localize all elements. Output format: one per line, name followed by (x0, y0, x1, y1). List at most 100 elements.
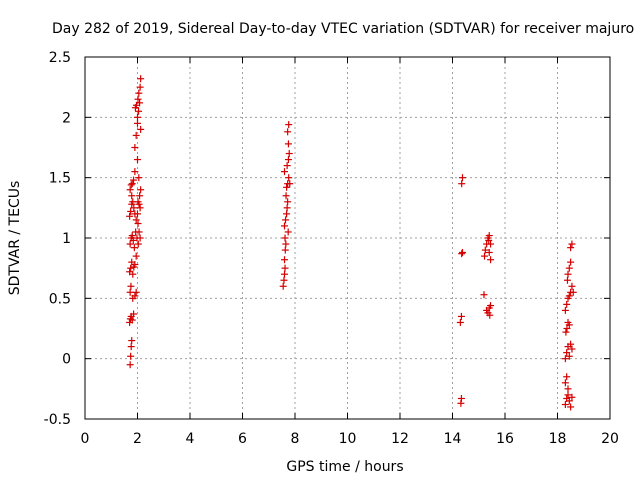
data-point (285, 150, 293, 158)
data-point (136, 204, 144, 212)
data-point (487, 302, 495, 310)
data-point (568, 282, 576, 290)
data-point (283, 183, 291, 191)
data-point (134, 95, 142, 103)
data-point (485, 248, 493, 256)
y-tick-label: 1 (62, 231, 71, 247)
data-point (128, 232, 136, 240)
data-point (281, 270, 288, 278)
data-point (480, 291, 488, 299)
data-point (128, 337, 136, 345)
data-point (487, 256, 495, 264)
data-point (561, 355, 569, 363)
chart-title: Day 282 of 2019, Sidereal Day-to-day VTE… (52, 21, 634, 37)
data-point (283, 210, 291, 218)
data-point (568, 240, 576, 248)
y-tick-label: 0 (62, 352, 71, 368)
data-point (281, 264, 289, 272)
data-point (131, 144, 139, 151)
data-point (563, 325, 571, 332)
data-point (137, 186, 145, 194)
data-point (134, 240, 142, 248)
data-point (135, 200, 143, 208)
data-point (487, 240, 495, 248)
data-point (134, 220, 142, 228)
data-point (561, 401, 569, 409)
x-axis-label: GPS time / hours (286, 459, 403, 475)
data-point (128, 316, 136, 324)
data-point (563, 276, 571, 284)
data-point (458, 250, 466, 258)
data-point (565, 397, 573, 405)
y-tick-label: 2.5 (49, 50, 71, 66)
data-point (127, 282, 135, 290)
data-point (126, 288, 134, 296)
data-point (286, 180, 294, 188)
data-point (135, 107, 143, 115)
data-point (128, 192, 136, 200)
data-point (281, 256, 288, 264)
data-point (282, 216, 290, 224)
data-point (132, 131, 140, 139)
x-tick-label: 20 (601, 431, 619, 447)
data-point (284, 128, 292, 136)
data-point (565, 292, 573, 300)
x-tick-label: 8 (291, 431, 300, 447)
data-point (564, 270, 572, 278)
data-point (130, 310, 138, 318)
data-point (565, 264, 573, 272)
data-point (134, 119, 141, 127)
data-point (279, 282, 287, 290)
data-point (127, 343, 135, 351)
data-point (568, 393, 576, 401)
data-point (136, 192, 144, 200)
x-tick-label: 18 (549, 431, 567, 447)
data-point (130, 176, 138, 184)
x-tick-label: 14 (444, 431, 462, 447)
data-point (567, 258, 575, 266)
data-point (569, 288, 577, 296)
data-point (132, 216, 140, 224)
data-point (563, 349, 571, 357)
y-tick-labels: -0.5 0 0.5 1 1.5 2 2.5 (44, 50, 71, 428)
data-point (135, 174, 143, 182)
data-point (565, 352, 573, 360)
data-point (131, 168, 139, 176)
data-point (284, 228, 292, 236)
x-tick-label: 2 (133, 431, 142, 447)
data-point (127, 181, 135, 189)
data-point (135, 228, 143, 236)
data-point (282, 192, 290, 200)
y-tick-label: 1.5 (49, 171, 71, 187)
data-point (481, 252, 489, 260)
data-point (134, 156, 141, 164)
x-tick-labels: 0 2 4 6 8 10 12 14 16 18 20 (81, 431, 619, 447)
data-point (485, 236, 493, 244)
data-point (136, 99, 144, 107)
data-point (567, 403, 575, 411)
data-point (129, 270, 137, 278)
data-point (457, 312, 465, 320)
data-point (284, 140, 292, 148)
data-point (563, 300, 571, 308)
data-point (456, 318, 464, 326)
data-point (129, 236, 137, 244)
data-point (481, 246, 489, 254)
data-point (561, 306, 569, 314)
data-point (281, 222, 288, 230)
data-point (126, 186, 134, 194)
data-point (126, 361, 134, 369)
x-tick-label: 10 (339, 431, 357, 447)
data-point (282, 240, 290, 248)
y-tick-label: 2 (62, 110, 71, 126)
data-point (284, 156, 292, 164)
data-point (135, 89, 143, 97)
data-point (458, 248, 466, 256)
data-point (567, 244, 575, 252)
data-point (130, 244, 138, 252)
x-tick-label: 16 (496, 431, 514, 447)
data-point (132, 288, 140, 296)
data-point (285, 174, 293, 182)
y-tick-label: 0.5 (49, 291, 71, 307)
